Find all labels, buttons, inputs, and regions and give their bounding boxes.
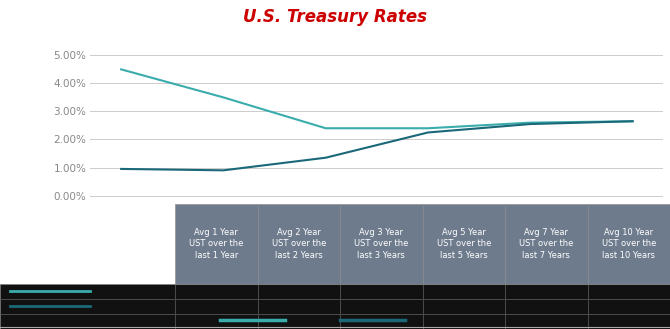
Bar xyxy=(423,204,505,284)
Bar xyxy=(588,204,670,284)
Text: Avg 10 Year
UST over the
last 10 Years: Avg 10 Year UST over the last 10 Years xyxy=(602,228,656,260)
Bar xyxy=(505,314,588,329)
Bar xyxy=(505,284,588,299)
Bar xyxy=(588,284,670,299)
Bar xyxy=(257,284,340,299)
Text: Avg 2 Year
UST over the
last 2 Years: Avg 2 Year UST over the last 2 Years xyxy=(271,228,326,260)
Bar xyxy=(175,204,257,284)
Text: Avg 7 Year
UST over the
last 7 Years: Avg 7 Year UST over the last 7 Years xyxy=(519,228,574,260)
Text: Avg 5 Year
UST over the
last 5 Years: Avg 5 Year UST over the last 5 Years xyxy=(437,228,491,260)
Bar xyxy=(0,314,175,329)
Bar xyxy=(0,299,175,314)
Bar xyxy=(505,299,588,314)
Bar xyxy=(175,284,257,299)
Bar xyxy=(257,299,340,314)
Text: Avg 3 Year
UST over the
last 3 Years: Avg 3 Year UST over the last 3 Years xyxy=(354,228,409,260)
Bar xyxy=(340,284,423,299)
Text: Avg 1 Year
UST over the
last 1 Year: Avg 1 Year UST over the last 1 Year xyxy=(189,228,243,260)
Bar xyxy=(423,299,505,314)
Bar xyxy=(340,299,423,314)
Bar xyxy=(0,204,175,284)
Bar xyxy=(257,314,340,329)
Bar xyxy=(175,299,257,314)
Text: U.S. Treasury Rates: U.S. Treasury Rates xyxy=(243,8,427,26)
Bar xyxy=(0,284,175,299)
Bar xyxy=(340,204,423,284)
Bar xyxy=(505,204,588,284)
Bar xyxy=(588,314,670,329)
Bar xyxy=(423,284,505,299)
Bar xyxy=(423,314,505,329)
Bar xyxy=(257,204,340,284)
Bar xyxy=(340,314,423,329)
Bar xyxy=(175,314,257,329)
Bar xyxy=(588,299,670,314)
